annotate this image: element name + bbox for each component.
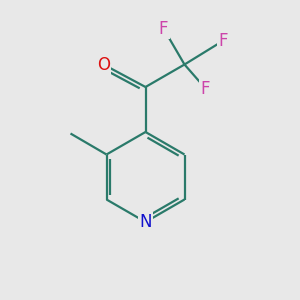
Text: F: F xyxy=(201,80,210,98)
Text: F: F xyxy=(159,20,168,38)
Text: N: N xyxy=(139,213,152,231)
Text: F: F xyxy=(219,32,228,50)
Text: O: O xyxy=(97,56,110,74)
